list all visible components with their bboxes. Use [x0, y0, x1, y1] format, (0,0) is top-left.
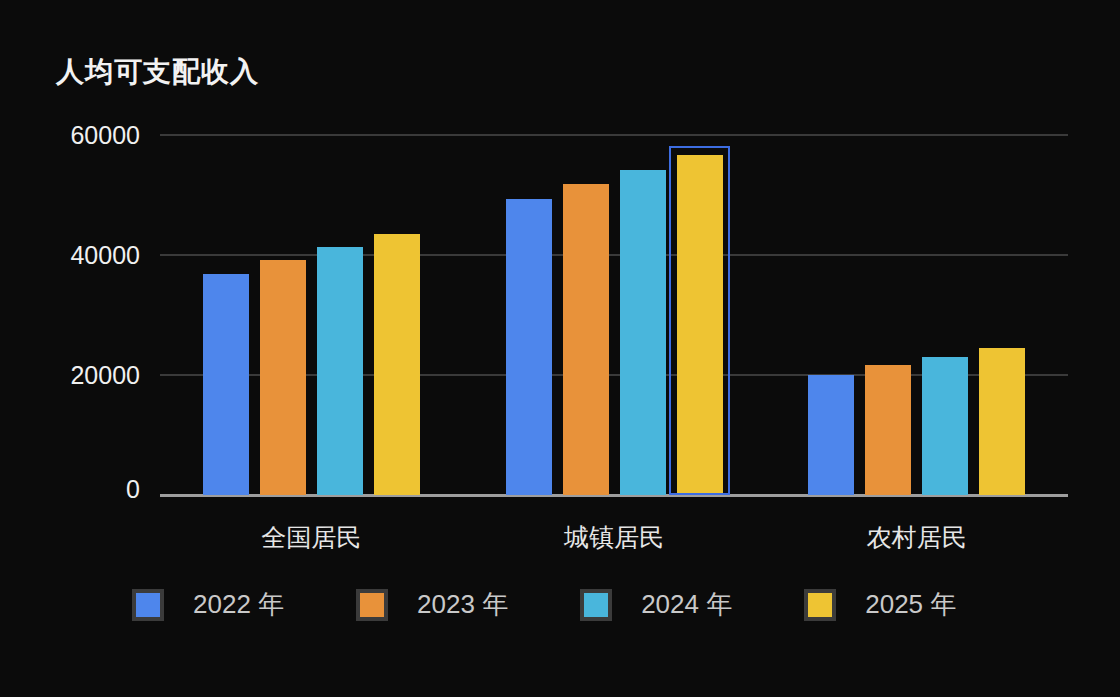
bar[interactable]	[563, 184, 609, 495]
bar[interactable]	[374, 234, 420, 495]
legend-item[interactable]: 2023 年	[356, 587, 508, 622]
legend-item[interactable]: 2025 年	[804, 587, 956, 622]
bar[interactable]	[203, 274, 249, 496]
legend-item-label: 2025 年	[865, 587, 956, 622]
bar-chart: 人均可支配收入 0 20000 40000 60000 全国居民城镇居民农村居民 202…	[0, 0, 1120, 697]
y-gridline	[160, 254, 1068, 256]
y-axis-tick-label: 20000	[30, 360, 140, 390]
legend-swatch	[580, 589, 612, 621]
y-axis-tick-label: 0	[30, 474, 140, 504]
y-axis-tick-label: 40000	[30, 240, 140, 270]
selected-bar-outline	[669, 146, 730, 496]
x-axis-category-label: 农村居民	[767, 522, 1067, 552]
legend-item-label: 2023 年	[417, 587, 508, 622]
y-gridline	[160, 134, 1068, 136]
x-axis-category-label: 城镇居民	[464, 522, 764, 552]
bar[interactable]	[260, 260, 306, 496]
x-axis-category-label: 全国居民	[161, 522, 461, 552]
chart-title: 人均可支配收入	[56, 53, 259, 91]
bar[interactable]	[620, 170, 666, 496]
bar[interactable]	[865, 365, 911, 495]
bar[interactable]	[808, 375, 854, 496]
legend-item-label: 2024 年	[641, 587, 732, 622]
legend-swatch	[804, 589, 836, 621]
legend-swatch	[356, 589, 388, 621]
bar[interactable]	[506, 199, 552, 495]
legend-item-label: 2022 年	[193, 587, 284, 622]
bar[interactable]	[979, 348, 1025, 495]
chart-legend: 2022 年 2023 年 2024 年 2025 年	[132, 587, 956, 622]
legend-swatch	[132, 589, 164, 621]
legend-item[interactable]: 2022 年	[132, 587, 284, 622]
bar[interactable]	[317, 247, 363, 495]
y-axis-tick-label: 60000	[30, 120, 140, 150]
legend-item[interactable]: 2024 年	[580, 587, 732, 622]
bar[interactable]	[922, 357, 968, 496]
